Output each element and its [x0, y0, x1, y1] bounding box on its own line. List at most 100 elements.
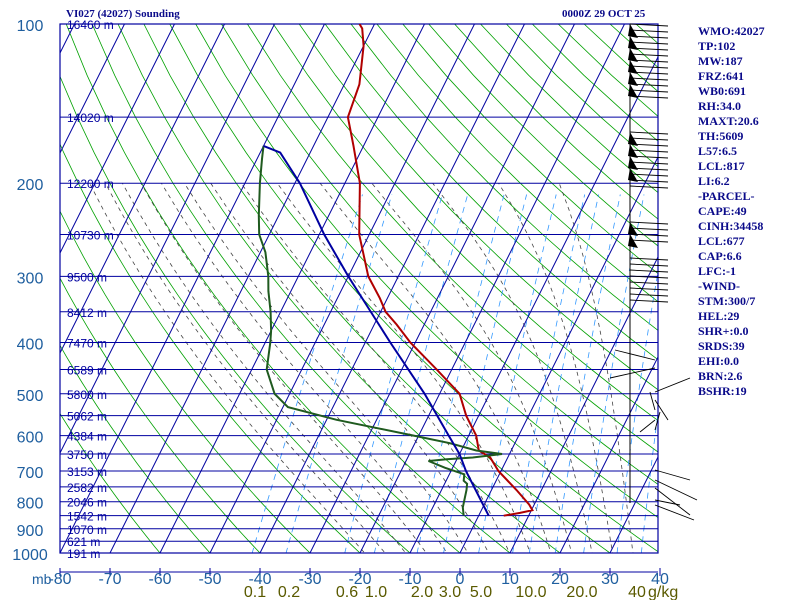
- moist-adiabat: [89, 183, 366, 553]
- wind-barb: [609, 367, 656, 379]
- moist-adiabat: [210, 182, 490, 553]
- wind-barb: [629, 137, 669, 141]
- wind-barb: [629, 65, 669, 69]
- pressure-tick-label: 200: [17, 177, 44, 194]
- pressure-tick-label: 300: [17, 270, 44, 287]
- height-label: 2582 m: [67, 481, 107, 495]
- mixing-ratio-line: [640, 410, 658, 553]
- wind-flag: [628, 72, 638, 86]
- wind-barb: [629, 293, 669, 297]
- indices-panel: WMO:42027 TP:102 MW:187 FRZ:641 WB0:691 RH:34…: [698, 24, 798, 399]
- index-item: -WIND-: [698, 279, 740, 293]
- wind-barb: [654, 499, 681, 506]
- mixing-ratio-line: [251, 194, 363, 553]
- wind-barb: [629, 89, 669, 93]
- isotherms: [60, 24, 658, 553]
- mixing-ratio-tick-label: 2.0: [411, 584, 433, 600]
- index-item: MAXT:20.6: [698, 114, 759, 128]
- wind-barbs: [609, 23, 698, 521]
- isotherm: [559, 355, 658, 553]
- dry-adiabat: [221, 24, 658, 485]
- pressure-tick-label: 1000: [12, 547, 48, 564]
- wind-flag: [628, 222, 638, 236]
- moist-adiabat: [558, 183, 634, 553]
- mixing-ratio-line: [416, 194, 505, 553]
- isotherm: [309, 24, 575, 553]
- wind-barb: [629, 269, 669, 273]
- moist-adiabat: [105, 183, 386, 553]
- isotherm: [60, 24, 175, 255]
- wind-flag: [628, 24, 638, 38]
- wind-barb: [654, 411, 661, 431]
- temperature-tick-label: -40: [248, 571, 271, 588]
- temperature-tick-label: -60: [148, 571, 171, 588]
- pressure-tick-label: 100: [17, 18, 44, 35]
- mixing-ratio-line: [344, 194, 443, 553]
- dry-adiabat: [272, 24, 658, 422]
- dry-adiabat: [195, 24, 658, 518]
- wind-barb: [629, 53, 669, 57]
- moist-adiabat: [498, 182, 614, 553]
- index-item: WB0:691: [698, 84, 746, 98]
- isotherm: [60, 24, 325, 553]
- pressure-tick-label: 500: [17, 388, 44, 405]
- wind-barb: [629, 23, 669, 27]
- temperature-tick-label: -50: [198, 571, 221, 588]
- wind-barb: [629, 29, 669, 33]
- height-label: 1542 m: [67, 510, 107, 524]
- index-item: LCL:817: [698, 159, 745, 173]
- wind-barb: [654, 479, 698, 501]
- mixing-ratio-line: [478, 194, 557, 553]
- dry-adiabat: [60, 277, 261, 553]
- wind-barb: [629, 275, 669, 279]
- height-label: 14020 m: [67, 111, 114, 125]
- isotherm: [60, 24, 275, 455]
- wind-flag: [628, 60, 638, 74]
- mixing-ratio-tick-label: 5.0: [470, 584, 492, 600]
- wind-barb: [654, 469, 691, 481]
- pressure-tick-label: 800: [17, 496, 44, 513]
- moist-adiabat: [161, 182, 448, 553]
- dry-adiabat: [402, 24, 658, 275]
- wind-barb: [629, 257, 669, 261]
- dry-adiabat: [60, 344, 211, 553]
- wind-barb: [629, 299, 669, 303]
- height-label: 3750 m: [67, 448, 107, 462]
- isotherm: [109, 24, 375, 553]
- temperature-tick-label: 30: [601, 571, 619, 588]
- index-item: TP:102: [698, 39, 736, 53]
- index-item: EHI:0.0: [698, 354, 740, 368]
- wind-barb: [654, 399, 669, 421]
- pressure-unit-label: mb: [32, 571, 52, 587]
- wind-barb: [654, 487, 691, 516]
- isotherm: [609, 455, 658, 553]
- index-item: BSHR:19: [698, 384, 747, 398]
- wind-flag: [628, 168, 638, 182]
- wind-barb: [629, 131, 669, 135]
- temperature-tick-label: -80: [48, 571, 71, 588]
- wind-barb: [629, 149, 669, 153]
- index-item: BRN:2.6: [698, 369, 743, 383]
- wind-flag: [628, 144, 638, 158]
- height-label: 5800 m: [67, 388, 107, 402]
- isotherm: [60, 24, 225, 355]
- temperature-tick-label: -70: [98, 571, 121, 588]
- isotherm: [209, 24, 475, 553]
- wind-flag: [628, 36, 638, 50]
- wind-barb: [649, 391, 656, 411]
- index-item: CAPE:49: [698, 204, 747, 218]
- index-item: SHR+:0.0: [698, 324, 749, 338]
- moist-adiabat: [371, 182, 573, 553]
- dry-adiabats: [60, 24, 658, 553]
- wind-flag: [628, 234, 638, 248]
- temperature-tick-label: 40: [651, 571, 669, 588]
- wind-flag: [628, 84, 638, 98]
- height-label: 2046 m: [67, 496, 107, 510]
- wind-barb: [639, 419, 656, 433]
- index-item: -PARCEL-: [698, 189, 755, 203]
- wind-barb: [629, 227, 669, 231]
- height-label: 7470 m: [67, 336, 107, 350]
- series-line-0: [346, 24, 534, 517]
- pressure-tick-label: 700: [17, 465, 44, 482]
- wind-barb: [629, 185, 669, 189]
